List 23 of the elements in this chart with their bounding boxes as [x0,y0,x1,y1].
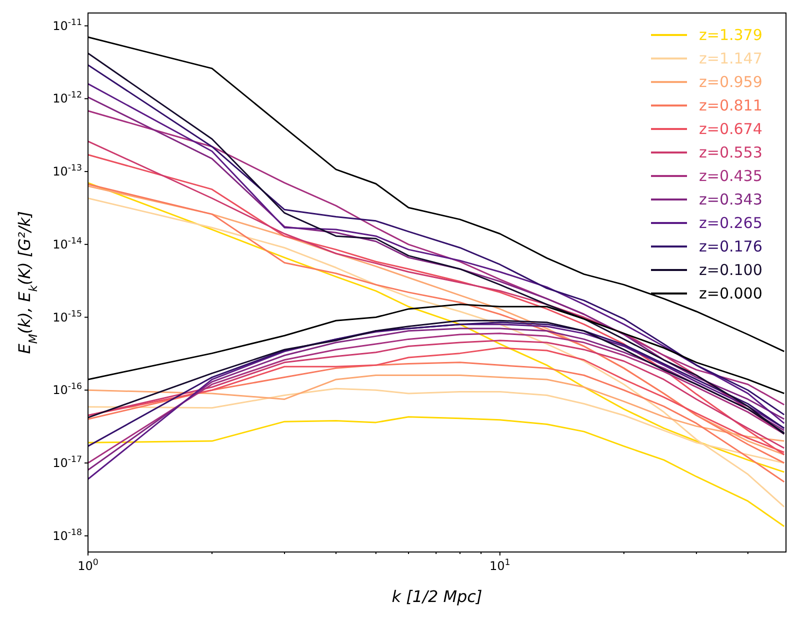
legend-label: z=0.435 [699,167,762,185]
y-tick-label: 10$^{-12}$ [52,90,82,106]
y-tick-label: 10$^{-18}$ [52,528,82,543]
legend-label: z=0.100 [699,261,762,279]
legend-label: z=0.959 [699,73,762,91]
y-tick-label: 10$^{-13}$ [52,164,82,179]
legend-label: z=0.674 [699,120,762,138]
legend-label: z=1.147 [699,50,762,68]
x-axis-title: k [1/2 Mpc] [392,587,482,606]
y-tick-label: 10$^{-11}$ [52,18,82,33]
legend-label: z=0.553 [699,144,762,162]
legend-label: z=0.811 [699,96,762,114]
y-tick-label: 10$^{-16}$ [52,382,82,398]
x-tick-label: 10$^{0}$ [78,558,98,573]
y-tick-label: 10$^{-15}$ [52,309,82,324]
legend-label: z=1.379 [699,26,762,44]
legend-label: z=0.343 [699,190,762,208]
legend-label: z=0.265 [699,214,762,232]
legend-label: z=0.000 [699,284,762,302]
x-tick-label: 10$^{1}$ [490,558,510,573]
y-tick-label: 10$^{-14}$ [52,236,82,252]
legend-label: z=0.176 [699,238,762,256]
y-tick-label: 10$^{-17}$ [52,454,82,470]
